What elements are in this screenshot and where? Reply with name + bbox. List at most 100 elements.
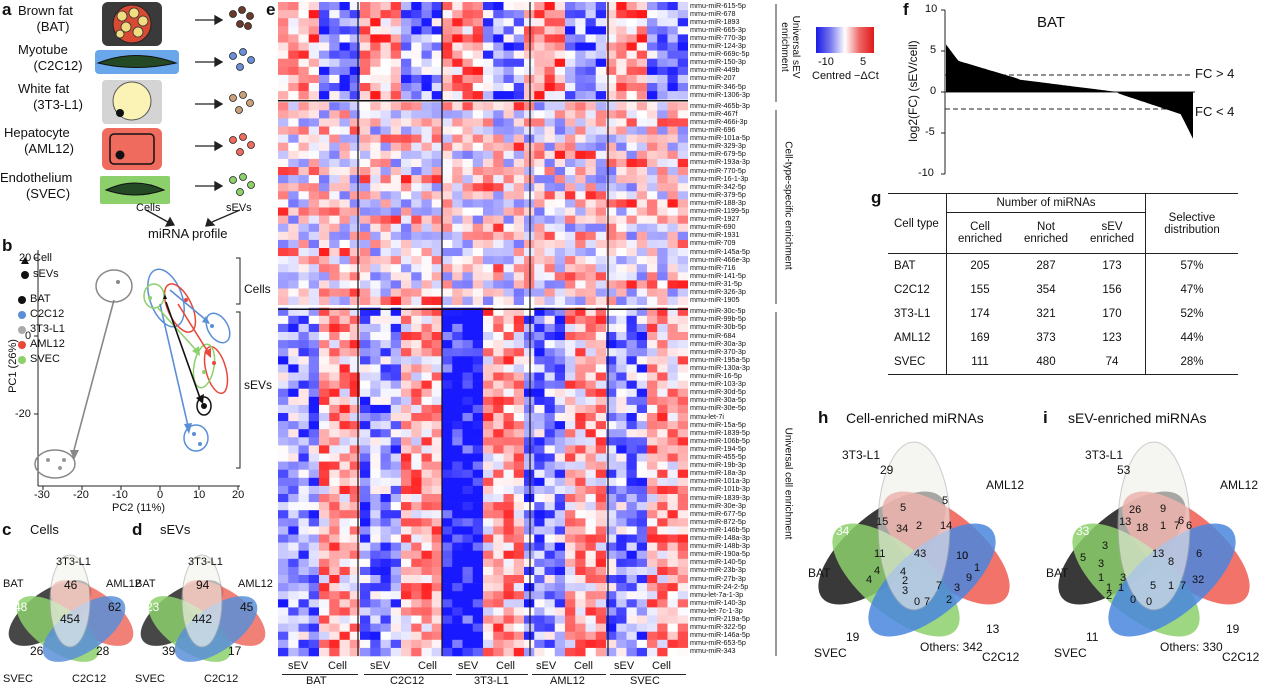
mirna-row-label: mmu-miR-370-3p	[690, 346, 746, 356]
heatmap-cell	[513, 74, 525, 84]
heatmap-cell	[524, 445, 535, 454]
heatmap-cell	[349, 288, 361, 297]
heatmap-cell	[472, 239, 484, 249]
heatmap-cell	[595, 207, 607, 216]
heatmap-cell	[565, 167, 576, 176]
heatmap-cell	[595, 413, 607, 422]
heatmap-cell	[370, 74, 381, 84]
heatmap-cell	[360, 340, 371, 349]
heatmap-cell	[667, 167, 679, 176]
heatmap-cell	[370, 461, 381, 470]
heatmap-cell	[677, 126, 688, 135]
heatmap-cell	[452, 191, 463, 200]
heatmap-cell	[606, 264, 617, 273]
heatmap-cell	[524, 66, 535, 76]
heatmap-cell	[667, 421, 679, 430]
heatmap-cell	[278, 502, 289, 511]
heatmap-cell	[278, 256, 289, 265]
heatmap-cell	[339, 280, 351, 289]
heatmap-cell	[452, 583, 463, 592]
heatmap-cell	[554, 110, 566, 119]
heatmap-cell	[636, 575, 648, 584]
heatmap-cell	[462, 167, 474, 176]
heatmap-cell	[544, 542, 556, 551]
heatmap-cell	[442, 340, 453, 349]
heatmap-cell	[349, 388, 361, 398]
heatmap-cell	[421, 58, 433, 68]
heatmap-cell	[565, 66, 576, 76]
heatmap-cell	[411, 10, 422, 19]
heatmap-cell	[339, 518, 351, 527]
heatmap-cell	[626, 372, 638, 381]
heatmap-cell	[308, 502, 320, 511]
heatmap-cell	[626, 615, 638, 624]
heatmap-cell	[493, 272, 504, 281]
heatmap-cell	[288, 175, 299, 184]
heatmap-cell	[370, 380, 381, 389]
heatmap-cell	[349, 175, 361, 184]
heatmap-cell	[616, 239, 627, 249]
heatmap-cell	[647, 615, 658, 624]
heatmap-cell	[595, 583, 607, 592]
heatmap-cell	[513, 429, 525, 438]
heatmap-cell	[308, 485, 320, 495]
heatmap-cell	[411, 215, 422, 224]
heatmap-cell	[278, 207, 289, 216]
heatmap-cell	[606, 396, 617, 406]
heatmap-cell	[534, 534, 545, 543]
heatmap-cell	[565, 58, 576, 68]
heatmap-cell	[288, 550, 299, 560]
heatmap-cell	[462, 307, 474, 317]
heatmap-cell	[452, 307, 463, 317]
heatmap-cell	[298, 591, 310, 600]
heatmap-cell	[534, 526, 545, 535]
heatmap-cell	[503, 215, 515, 224]
heatmap-cell	[421, 142, 433, 152]
heatmap-cell	[616, 518, 627, 527]
heatmap-cell	[626, 142, 638, 152]
heatmap-cell	[349, 591, 361, 600]
heatmap-cell	[575, 526, 586, 535]
heatmap-cell	[513, 566, 525, 576]
heatmap-cell	[390, 550, 402, 560]
heatmap-cell	[585, 356, 597, 365]
heatmap-cell	[513, 631, 525, 641]
heatmap-cell	[667, 223, 679, 233]
heatmap-cell	[431, 356, 443, 365]
heatmap-cell	[503, 356, 515, 365]
heatmap-cell	[411, 256, 422, 265]
heatmap-cell	[626, 167, 638, 176]
heatmap-cell	[524, 264, 535, 273]
heatmap-cell	[677, 356, 688, 365]
legend-c2c12: C2C12	[30, 308, 65, 320]
heatmap-cell	[565, 175, 576, 184]
heatmap-cell	[667, 207, 679, 216]
heatmap-cell	[524, 239, 535, 249]
heatmap-cell	[595, 494, 607, 503]
heatmap-cell	[411, 158, 422, 168]
heatmap-cell	[524, 477, 535, 487]
heatmap-cell	[565, 372, 576, 381]
heatmap-cell	[647, 134, 658, 143]
heatmap-cell	[288, 280, 299, 289]
heatmap-cell	[524, 42, 535, 51]
heatmap-cell	[585, 26, 597, 35]
heatmap-cell	[360, 469, 371, 479]
heatmap-cell	[565, 477, 576, 487]
heatmap-cell	[503, 34, 515, 43]
heatmap-cell	[575, 542, 586, 551]
heatmap-cell	[472, 647, 484, 657]
heatmap-cell	[278, 566, 289, 576]
heatmap-cell	[349, 315, 361, 325]
heatmap-cell	[626, 74, 638, 84]
heatmap-cell	[472, 607, 484, 616]
heatmap-cell	[677, 437, 688, 446]
heatmap-cell	[626, 599, 638, 608]
heatmap-cell	[298, 323, 310, 333]
heatmap-cell	[472, 380, 484, 389]
heatmap-cell	[677, 631, 688, 641]
heatmap-cell	[411, 583, 422, 592]
heatmap-cell	[442, 566, 453, 576]
heatmap-cell	[585, 445, 597, 454]
heatmap-cell	[565, 264, 576, 273]
